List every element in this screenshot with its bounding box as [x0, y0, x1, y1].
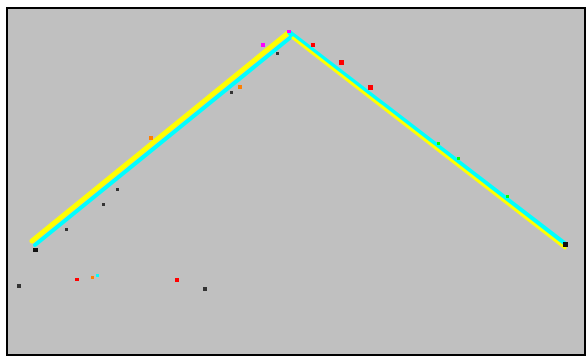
particle — [276, 52, 279, 55]
track-left-yellow — [29, 30, 291, 244]
particle — [203, 287, 207, 291]
particle — [96, 274, 99, 277]
particle — [149, 136, 153, 140]
endpoint-right — [563, 242, 568, 247]
particle — [506, 195, 509, 198]
track-right-slope — [287, 30, 568, 250]
track-right-yellow — [291, 36, 567, 250]
particle — [65, 228, 68, 231]
game-scene — [17, 30, 568, 291]
endpoint-left — [33, 248, 38, 252]
particle — [102, 203, 105, 206]
particle — [116, 188, 119, 191]
track-left-cyan — [33, 35, 293, 247]
particle — [17, 284, 21, 288]
particle — [238, 85, 242, 89]
particle — [339, 60, 344, 65]
particle — [91, 276, 94, 279]
track-left-slope — [29, 30, 293, 247]
particle — [261, 43, 265, 47]
particle — [457, 157, 460, 160]
particle — [368, 85, 373, 90]
particle — [75, 278, 79, 281]
track-right-cyan — [287, 30, 568, 247]
particle — [437, 142, 440, 145]
particle — [311, 43, 315, 47]
apex-marker — [287, 30, 291, 33]
particle — [175, 278, 179, 282]
particle — [230, 91, 233, 94]
game-viewport[interactable] — [6, 7, 586, 356]
